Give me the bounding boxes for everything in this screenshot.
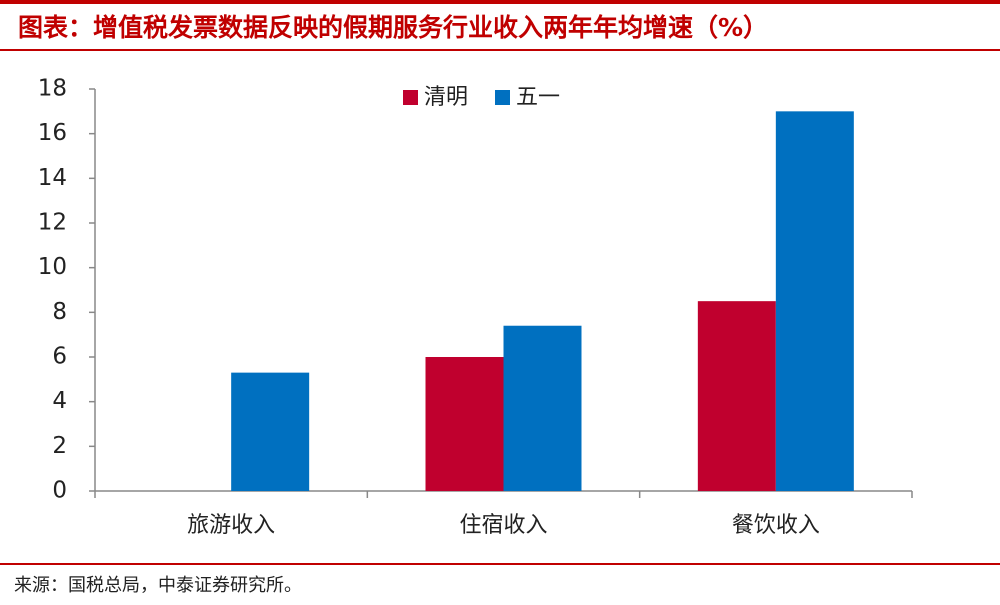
bar (425, 357, 504, 491)
y-tick-label: 18 (38, 76, 67, 102)
bar (775, 111, 854, 491)
x-tick-label: 餐饮收入 (732, 513, 820, 538)
bar (697, 301, 776, 491)
y-tick-label: 0 (52, 478, 67, 504)
y-tick-label: 12 (38, 210, 67, 236)
chart-title: 图表：增值税发票数据反映的假期服务行业收入两年年均增速（%） (18, 13, 768, 42)
y-tick-label: 6 (52, 344, 67, 370)
source-rule (0, 563, 1000, 565)
y-tick-label: 16 (38, 120, 67, 146)
legend-label: 五一 (516, 85, 560, 110)
x-tick-label: 住宿收入 (459, 513, 547, 538)
top-rule (0, 0, 1000, 4)
source: 来源：国税总局，中泰证券研究所。 (14, 575, 302, 596)
y-tick-label: 14 (38, 165, 67, 191)
x-tick-label: 旅游收入 (187, 513, 275, 538)
bar (503, 325, 582, 491)
legend-swatch (403, 90, 418, 105)
y-tick-label: 4 (52, 388, 67, 414)
bar (231, 372, 310, 491)
y-tick-label: 8 (52, 299, 67, 325)
title-rule (0, 49, 1000, 51)
y-tick-label: 2 (52, 433, 67, 459)
y-tick-label: 10 (38, 254, 67, 280)
legend-label: 清明 (424, 85, 468, 110)
legend-swatch (495, 90, 510, 105)
